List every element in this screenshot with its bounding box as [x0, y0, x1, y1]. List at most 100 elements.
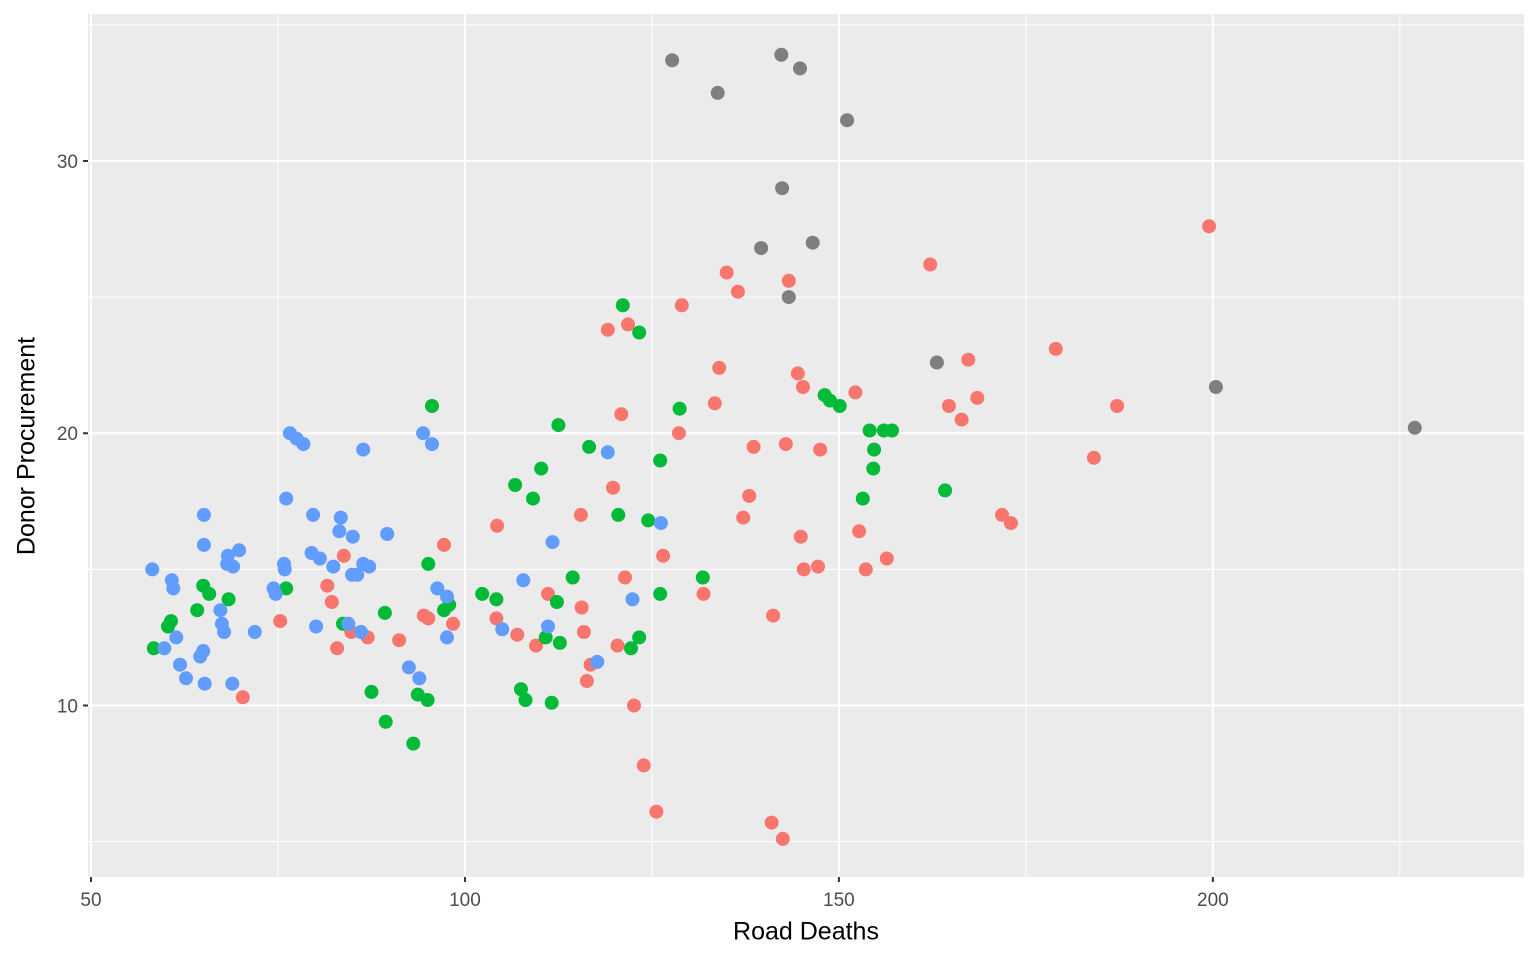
data-point-blue [196, 507, 211, 522]
data-point-red [489, 611, 504, 626]
data-point-red [730, 284, 745, 299]
data-point-blue [345, 529, 360, 544]
data-point-green [544, 695, 559, 710]
data-point-green [534, 461, 549, 476]
x-tick-label: 50 [80, 890, 101, 911]
data-point-blue [401, 660, 416, 675]
data-point-red [273, 614, 288, 629]
data-point-red [858, 562, 873, 577]
data-point-blue [225, 676, 240, 691]
data-point-green [146, 641, 161, 656]
data-point-green [364, 684, 379, 699]
data-point-blue [279, 491, 294, 506]
data-point-red [510, 627, 525, 642]
data-point-gray-na [793, 61, 807, 76]
data-point-green [221, 592, 236, 607]
x-tick-label: 150 [823, 890, 855, 911]
data-point-blue [196, 537, 211, 552]
data-point-green [653, 586, 668, 601]
data-point-blue [356, 442, 371, 457]
data-point-red [671, 426, 686, 441]
data-point-red [320, 578, 335, 593]
data-point-blue [326, 559, 341, 574]
data-point-blue [306, 507, 321, 522]
data-point-blue [341, 616, 356, 631]
data-point-red [813, 442, 828, 457]
data-point-red [764, 815, 779, 830]
data-point-blue [268, 586, 283, 601]
data-point-red [796, 380, 810, 394]
plot-panel [88, 14, 1524, 877]
data-point-red [627, 698, 641, 713]
y-tick-label: 30 [57, 152, 78, 173]
data-point-green [549, 595, 564, 609]
data-point-green [565, 570, 580, 585]
data-point-green [611, 507, 626, 522]
data-point-gray-na [1407, 420, 1422, 435]
data-point-green [551, 418, 566, 433]
data-point-blue [157, 641, 172, 656]
data-point-blue [380, 527, 395, 541]
data-point-red [746, 439, 761, 454]
data-point-red [923, 257, 938, 272]
data-point-green [437, 603, 451, 618]
data-point-red [490, 518, 505, 533]
data-point-gray-na [840, 113, 855, 128]
data-point-red [778, 437, 793, 452]
data-point-red [1086, 450, 1101, 465]
data-point-green [508, 478, 523, 492]
data-point-red [330, 641, 345, 656]
data-point-blue [495, 622, 510, 637]
data-point-green [538, 630, 553, 645]
data-point-blue [226, 559, 241, 574]
data-point-red [392, 633, 407, 648]
data-point-red [574, 600, 589, 615]
data-point-green [862, 423, 877, 438]
data-point-green [615, 298, 630, 313]
data-point-red [707, 396, 722, 411]
data-point-green [641, 513, 656, 528]
data-point-green [653, 453, 668, 468]
data-point-blue [416, 426, 431, 441]
data-point-red [576, 625, 591, 639]
data-point-green [938, 483, 953, 498]
data-point-green [202, 586, 217, 601]
data-point-blue [516, 573, 531, 588]
data-point-red [775, 831, 790, 846]
data-point-green [832, 399, 847, 413]
data-point-green [377, 605, 392, 620]
data-point-blue [440, 630, 454, 645]
data-point-gray-na [774, 47, 789, 62]
data-point-red [618, 570, 632, 585]
data-point-blue [193, 649, 208, 664]
data-point-blue [145, 562, 160, 577]
data-point-blue [541, 619, 555, 634]
data-point-blue [653, 516, 668, 531]
data-point-blue [173, 657, 187, 672]
data-point-red [736, 510, 751, 525]
data-point-red [852, 524, 867, 539]
data-point-green [475, 586, 490, 601]
data-point-blue [600, 445, 615, 460]
data-point-red [674, 298, 689, 313]
data-point-blue [166, 581, 181, 596]
data-point-blue [232, 543, 247, 558]
data-point-red [600, 322, 615, 337]
data-point-blue [277, 562, 292, 577]
data-point-red [781, 273, 796, 288]
x-tick-label: 200 [1197, 890, 1229, 911]
data-point-red [649, 804, 664, 819]
data-point-red [793, 529, 808, 544]
data-point-blue [354, 625, 368, 639]
data-point-green [526, 491, 540, 506]
data-point-blue [213, 603, 228, 618]
data-point-red [421, 611, 436, 626]
data-point-blue [312, 551, 327, 566]
data-point-blue [169, 630, 184, 645]
data-point-blue [197, 676, 212, 691]
data-point-blue [440, 589, 454, 604]
data-point-blue [296, 437, 311, 452]
data-point-red [941, 399, 956, 413]
data-point-blue [332, 524, 347, 539]
data-point-blue [430, 581, 445, 596]
